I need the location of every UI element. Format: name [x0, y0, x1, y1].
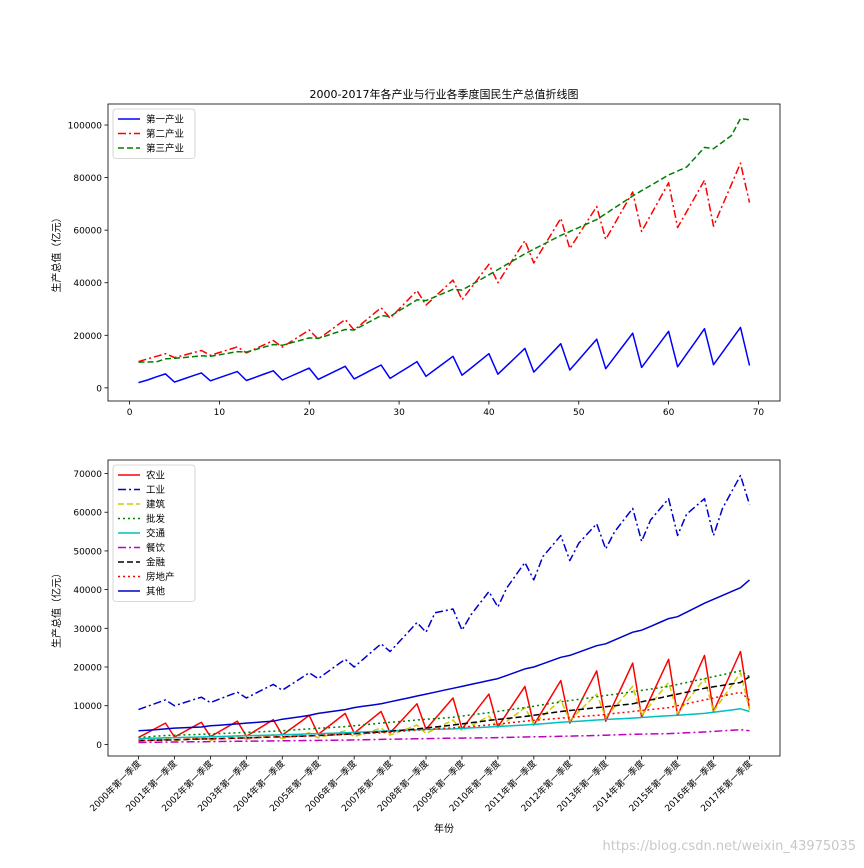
bottom-chart: 0100002000030000400005000060000700002000…	[50, 459, 781, 835]
y-axis-label: 生产总值（亿元）	[50, 568, 63, 648]
legend-label: 建筑	[146, 499, 166, 511]
legend-label: 第三产业	[146, 143, 184, 155]
legend-label: 交通	[146, 528, 166, 540]
watermark-text: https://blog.csdn.net/weixin_43975035	[602, 839, 856, 854]
y-tick-label: 20000	[73, 332, 102, 342]
legend-label: 工业	[146, 485, 165, 496]
y-tick-label: 40000	[73, 586, 102, 596]
y-tick-label: 60000	[73, 509, 102, 519]
x-tick-label: 40	[483, 408, 495, 418]
plot-frame	[107, 459, 781, 757]
y-tick-label: 40000	[73, 279, 102, 289]
x-tick-label: 70	[753, 408, 765, 418]
series-line-农业	[138, 650, 751, 739]
legend-box	[112, 464, 196, 602]
x-tick-label: 10	[214, 408, 226, 418]
x-tick-label: 50	[573, 408, 585, 418]
x-tick-label: 0	[127, 408, 133, 418]
legend-label: 第二产业	[146, 128, 184, 140]
series-line-第三产业	[138, 117, 750, 363]
x-tick-label: 30	[393, 408, 405, 418]
legend-label: 餐饮	[146, 542, 166, 554]
y-axis-label: 生产总值（亿元）	[50, 213, 63, 293]
series-line-建筑	[138, 672, 751, 743]
x-axis-label: 年份	[434, 822, 454, 835]
plot-frame	[107, 103, 781, 402]
series-line-批发	[138, 670, 750, 739]
legend-label: 金融	[146, 557, 166, 569]
legend-label: 其他	[146, 586, 166, 598]
y-tick-label: 20000	[73, 664, 102, 674]
series-line-第一产业	[138, 326, 751, 384]
legend-label: 房地产	[146, 571, 175, 583]
series-line-房地产	[138, 691, 750, 742]
x-tick-label: 20	[304, 408, 316, 418]
y-tick-label: 0	[96, 741, 102, 751]
top-chart: 2000-2017年各产业与行业各季度国民生产总值折线图 0 20000 40000 6…	[50, 87, 781, 418]
y-tick-label: 0	[96, 384, 102, 394]
y-tick-label: 60000	[73, 227, 102, 237]
y-tick-label: 50000	[73, 547, 102, 557]
series-line-工业	[138, 474, 751, 711]
y-tick-label: 70000	[73, 470, 102, 480]
x-tick-label: 60	[663, 408, 675, 418]
series-line-第二产业	[138, 162, 751, 363]
legend-label: 批发	[146, 513, 166, 525]
chart-title: 2000-2017年各产业与行业各季度国民生产总值折线图	[310, 87, 579, 101]
legend-label: 农业	[146, 470, 165, 482]
legend-label: 第一产业	[146, 114, 184, 126]
series-line-其他	[138, 579, 750, 732]
y-tick-label: 30000	[73, 625, 102, 635]
y-tick-label: 80000	[73, 174, 102, 184]
series-line-交通	[138, 708, 750, 740]
legend-box	[112, 108, 196, 159]
y-tick-label: 10000	[73, 702, 102, 712]
series-line-餐饮	[138, 728, 750, 744]
y-tick-label: 100000	[68, 122, 103, 132]
